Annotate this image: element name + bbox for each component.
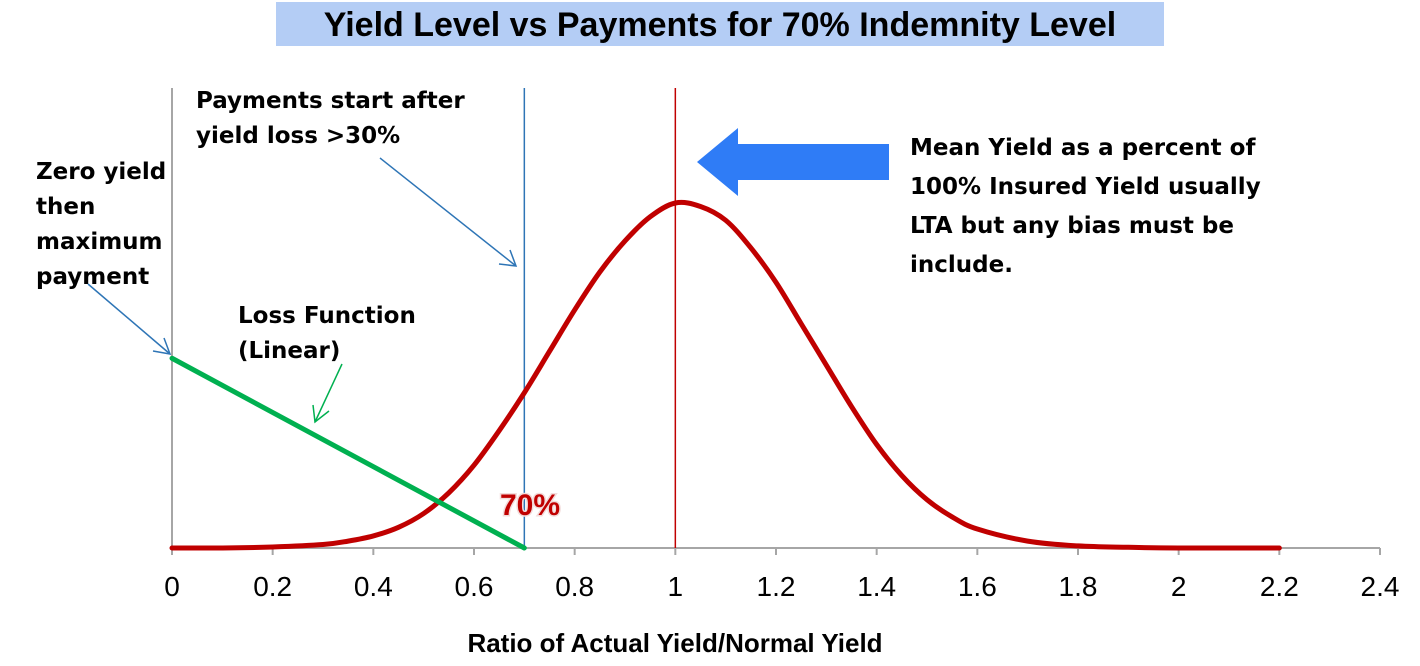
mean-arrow-icon: [697, 128, 889, 196]
x-tick-label: 0: [164, 571, 180, 602]
x-tick-label: 0.4: [354, 571, 393, 602]
payments-start-note: Payments start after yield loss >30%: [196, 88, 473, 149]
x-tick-label: 1: [668, 571, 684, 602]
x-tick-label: 1.4: [857, 571, 896, 602]
x-ticks: 0 0.2 0.4 0.6 0.8 1 1.2 1.4 1.6 1.8 2 2.2 2.4: [164, 548, 1399, 602]
x-tick-label: 1.2: [757, 571, 796, 602]
loss-function-pointer: [312, 363, 343, 424]
x-tick-label: 0.2: [253, 571, 292, 602]
loss-function-note: Loss Function (Linear): [238, 303, 424, 364]
zero-yield-note: Zero yield then maximum payment: [36, 159, 174, 290]
x-axis-label: Ratio of Actual Yield/Normal Yield: [467, 628, 882, 658]
mean-yield-note: Mean Yield as a percent of 100% Insured …: [910, 135, 1269, 278]
yield-distribution-curve: [169, 199, 1282, 551]
indemnity-level-label: 70%: [500, 489, 560, 522]
x-tick-label: 2.4: [1361, 571, 1400, 602]
zero-yield-pointer: [87, 283, 172, 355]
x-tick-label: 0.6: [455, 571, 494, 602]
payments-start-pointer: [379, 157, 518, 267]
chart-title: Yield Level vs Payments for 70% Indemnit…: [324, 6, 1116, 44]
title-background: [276, 2, 1164, 46]
x-tick-label: 1.8: [1059, 571, 1098, 602]
loss-function-line: [169, 355, 527, 551]
x-tick-label: 2.2: [1260, 571, 1299, 602]
x-tick-label: 1.6: [958, 571, 997, 602]
x-tick-label: 2: [1171, 571, 1187, 602]
x-tick-label: 0.8: [555, 571, 594, 602]
